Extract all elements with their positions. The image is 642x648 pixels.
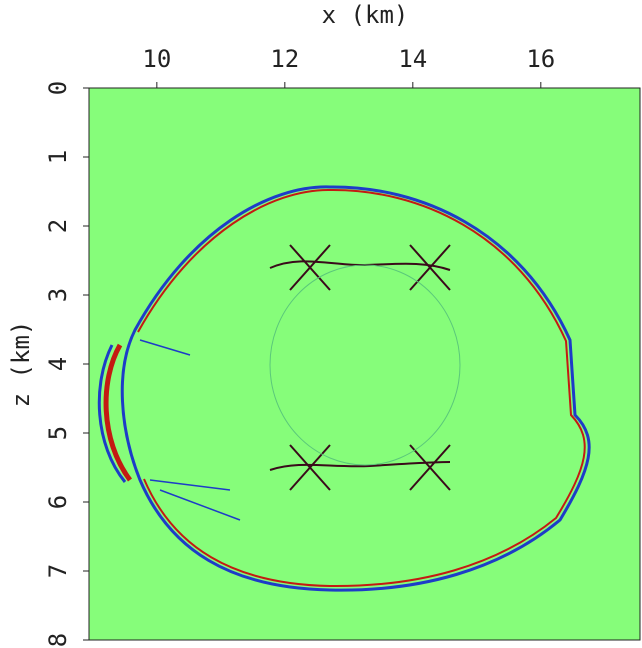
y-tick-label: 7 (44, 564, 72, 578)
y-tick-label: 8 (44, 633, 72, 647)
y-tick-label: 0 (44, 81, 72, 95)
wavefield (97, 185, 591, 592)
image-area (88, 87, 641, 641)
x-tick-label: 12 (270, 45, 299, 73)
y-tick-label: 1 (44, 150, 72, 164)
y-axis-label: z (km) (7, 321, 35, 408)
y-tick-label: 6 (44, 495, 72, 509)
y-tick-label: 5 (44, 426, 72, 440)
x-tick-label: 10 (142, 45, 171, 73)
y-tick-label: 2 (44, 219, 72, 233)
y-tick-label: 4 (44, 357, 72, 371)
x-tick-label: 16 (526, 45, 555, 73)
x-tick-label: 14 (398, 45, 427, 73)
y-tick-label: 3 (44, 288, 72, 302)
x-axis-label: x (km) (322, 1, 409, 29)
